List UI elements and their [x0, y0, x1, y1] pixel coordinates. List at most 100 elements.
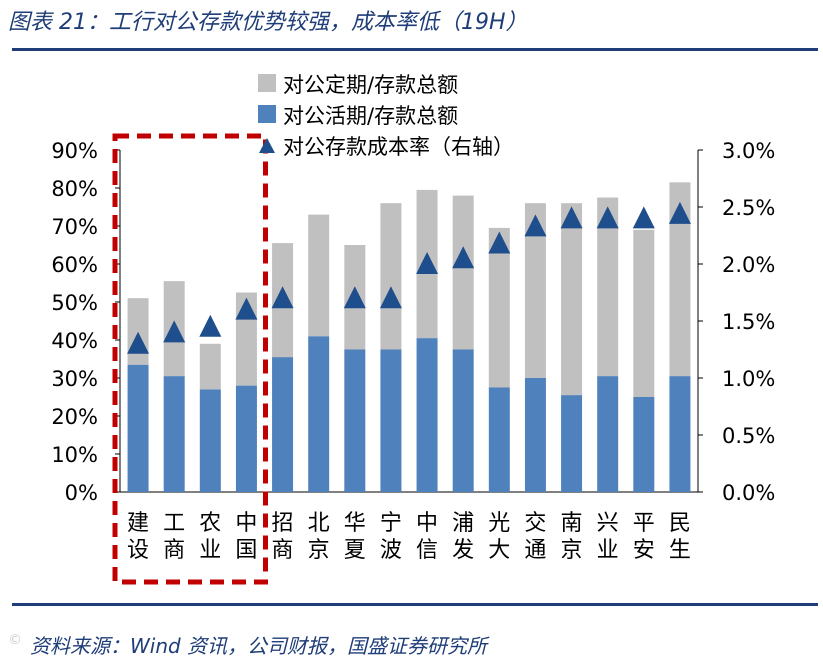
category-label: 宁 [380, 511, 402, 536]
chart-title: 图表 21：工行对公存款优势较强，成本率低（19H） [8, 10, 528, 35]
cost-rate-marker [596, 206, 619, 229]
category-label: 波 [380, 538, 402, 563]
bar-demand-deposit [235, 385, 257, 492]
bar-demand-deposit [633, 397, 655, 492]
category-label: 生 [669, 538, 691, 563]
cost-rate-marker [416, 252, 439, 274]
bar-time-deposit [488, 227, 510, 388]
category-label: 夏 [344, 538, 366, 563]
top-rule [12, 48, 818, 51]
bar-demand-deposit [272, 357, 294, 492]
bar-time-deposit [380, 203, 402, 350]
bar-demand-deposit [127, 364, 149, 492]
cost-rate-marker [163, 320, 186, 343]
right-tick-label: 3.0% [722, 139, 775, 163]
bar-demand-deposit [488, 387, 510, 492]
category-label: 发 [452, 538, 474, 563]
category-label: 通 [524, 538, 546, 563]
category-label: 国 [235, 538, 257, 563]
category-label: 兴 [597, 511, 619, 536]
cost-rate-marker [632, 206, 655, 229]
category-label: 平 [633, 511, 655, 536]
right-tick-label: 1.0% [722, 367, 775, 391]
cost-rate-marker [560, 206, 583, 229]
category-label: 业 [199, 538, 221, 563]
bar-demand-deposit [452, 349, 474, 492]
category-label: 中 [235, 511, 257, 536]
cost-rate-marker [271, 286, 294, 309]
category-label: 商 [272, 538, 294, 563]
category-label: 商 [163, 538, 185, 563]
bar-demand-deposit [669, 376, 691, 492]
category-label: 安 [633, 538, 655, 563]
bar-demand-deposit [163, 376, 185, 492]
legend-label: 对公活期/存款总额 [283, 104, 458, 128]
category-label: 建 [127, 511, 149, 536]
left-tick-label: 60% [51, 253, 98, 277]
category-label: 民 [669, 511, 691, 536]
category-label: 京 [308, 538, 330, 563]
category-label: 南 [561, 511, 583, 536]
right-tick-label: 2.0% [722, 253, 775, 277]
right-tick-label: 0.0% [722, 481, 775, 505]
right-tick-label: 1.5% [722, 310, 775, 334]
left-tick-label: 80% [51, 177, 98, 201]
bar-time-deposit [308, 214, 330, 337]
legend-label: 对公存款成本率（右轴） [283, 135, 514, 159]
right-tick-label: 2.5% [722, 196, 775, 220]
left-tick-label: 90% [51, 139, 98, 163]
bar-time-deposit [597, 197, 619, 377]
bar-demand-deposit [416, 338, 438, 492]
watermark-icon: © [8, 632, 22, 648]
source-note: 资料来源：Wind 资讯，公司财报，国盛证券研究所 [30, 634, 488, 658]
bar-time-deposit [561, 203, 583, 396]
category-label: 北 [308, 511, 330, 536]
bar-demand-deposit [524, 378, 546, 492]
bar-demand-deposit [308, 336, 330, 492]
cost-rate-marker [379, 286, 402, 309]
cost-rate-marker [668, 201, 691, 224]
cost-rate-marker [452, 246, 475, 269]
bar-time-deposit [199, 343, 221, 390]
category-label: 工 [163, 511, 185, 536]
bar-time-deposit [633, 229, 655, 397]
category-label: 光 [488, 511, 510, 536]
category-label: 设 [127, 538, 149, 563]
right-tick-label: 0.5% [722, 424, 775, 448]
legend-label: 对公定期/存款总额 [283, 73, 458, 97]
category-label: 中 [416, 511, 438, 536]
bar-demand-deposit [344, 349, 366, 492]
category-label: 浦 [452, 511, 474, 536]
cost-rate-marker [127, 331, 150, 354]
category-label: 农 [199, 511, 221, 536]
bar-time-deposit [127, 298, 149, 365]
category-label: 招 [272, 511, 294, 536]
legend-marker-triangle [259, 138, 275, 153]
left-tick-label: 0% [65, 481, 98, 505]
legend-swatch [258, 74, 276, 92]
left-tick-label: 30% [51, 367, 98, 391]
bar-demand-deposit [597, 376, 619, 492]
category-label: 华 [344, 511, 366, 536]
cost-rate-marker [488, 231, 511, 254]
cost-rate-marker [524, 214, 547, 237]
left-tick-label: 10% [51, 443, 98, 467]
bar-time-deposit [452, 195, 474, 350]
cost-rate-marker [199, 314, 222, 337]
category-label: 交 [524, 511, 546, 536]
highlight-box [112, 133, 268, 585]
bar-time-deposit [524, 203, 546, 378]
category-label: 业 [597, 538, 619, 563]
left-tick-label: 40% [51, 329, 98, 353]
bar-time-deposit [669, 182, 691, 377]
category-label: 大 [488, 538, 510, 563]
legend-swatch [258, 105, 276, 123]
cost-rate-marker [235, 297, 258, 320]
bar-demand-deposit [380, 349, 402, 492]
bottom-rule [12, 603, 818, 606]
bar-demand-deposit [561, 395, 583, 492]
category-label: 信 [416, 538, 438, 563]
left-tick-label: 50% [51, 291, 98, 315]
cost-rate-marker [343, 286, 366, 309]
